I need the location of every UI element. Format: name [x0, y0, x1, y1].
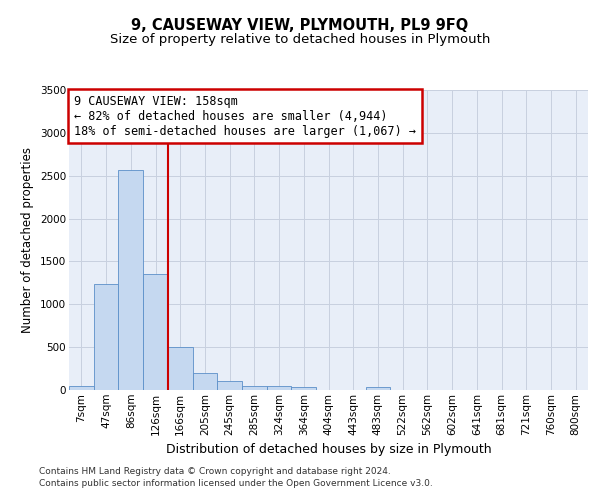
Bar: [365, 388, 390, 390]
Bar: [217, 380, 242, 390]
Bar: [69, 386, 94, 390]
Text: 9 CAUSEWAY VIEW: 158sqm
← 82% of detached houses are smaller (4,944)
18% of semi: 9 CAUSEWAY VIEW: 158sqm ← 82% of detache…: [74, 94, 416, 138]
Bar: [242, 386, 267, 390]
Bar: [193, 374, 217, 390]
X-axis label: Distribution of detached houses by size in Plymouth: Distribution of detached houses by size …: [166, 443, 491, 456]
Bar: [94, 284, 118, 390]
Bar: [292, 388, 316, 390]
Bar: [143, 274, 168, 390]
Text: 9, CAUSEWAY VIEW, PLYMOUTH, PL9 9FQ: 9, CAUSEWAY VIEW, PLYMOUTH, PL9 9FQ: [131, 18, 469, 32]
Bar: [267, 386, 292, 390]
Text: Contains HM Land Registry data © Crown copyright and database right 2024.: Contains HM Land Registry data © Crown c…: [39, 467, 391, 476]
Text: Contains public sector information licensed under the Open Government Licence v3: Contains public sector information licen…: [39, 478, 433, 488]
Bar: [118, 170, 143, 390]
Bar: [168, 347, 193, 390]
Text: Size of property relative to detached houses in Plymouth: Size of property relative to detached ho…: [110, 32, 490, 46]
Y-axis label: Number of detached properties: Number of detached properties: [22, 147, 34, 333]
